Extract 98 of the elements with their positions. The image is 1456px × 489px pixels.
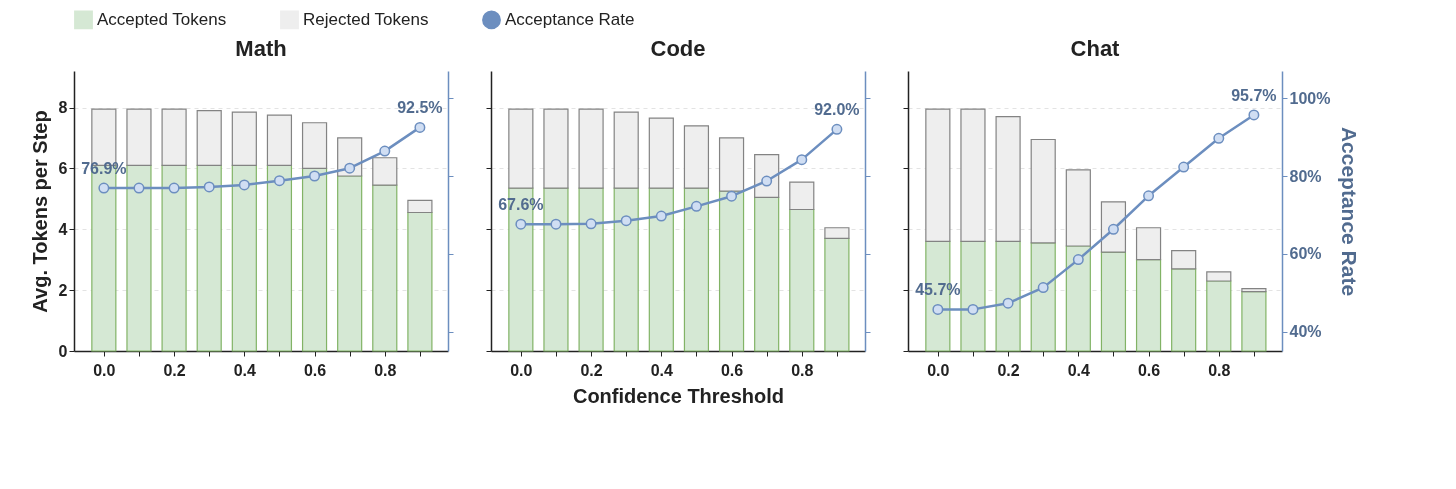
data-label: 92.5% [397, 99, 443, 117]
bar [648, 187, 674, 352]
bar [613, 187, 639, 352]
bar [1206, 271, 1232, 282]
point [967, 303, 979, 315]
bar [1065, 245, 1091, 352]
point [133, 182, 145, 194]
x-tick-label: 0.8 [374, 361, 397, 379]
y2-axis-title: Acceptance Rate [1338, 126, 1362, 297]
bar [789, 181, 815, 211]
point [168, 182, 180, 194]
bar [266, 164, 293, 352]
point [585, 218, 597, 230]
y-tick-label: 2 [58, 281, 68, 299]
bar [196, 164, 222, 352]
point [344, 162, 356, 174]
x-tick-label: 0.4 [233, 361, 257, 379]
bar [824, 237, 850, 352]
point [1002, 297, 1014, 309]
bar [1100, 251, 1127, 352]
x-tick-label: 0.6 [303, 361, 327, 379]
bar [1030, 242, 1056, 352]
x-tick-label: 0.4 [1067, 361, 1091, 379]
bar [960, 240, 986, 352]
bar [231, 164, 257, 352]
y-tick-label: 4 [58, 220, 68, 238]
x-tick-label: 0.2 [580, 361, 603, 379]
text: 60% [1289, 245, 1322, 263]
y-tick-label: 0 [58, 342, 68, 360]
x-tick-label: 0.6 [1137, 361, 1161, 379]
x-tick-label: 0.2 [997, 361, 1020, 379]
point [1107, 223, 1119, 235]
bar [578, 187, 604, 352]
point [203, 181, 215, 193]
x-tick-label: 0.8 [791, 361, 814, 379]
bar [372, 184, 398, 352]
bar [543, 187, 569, 352]
x-tick-label: 0.0 [927, 361, 950, 379]
bar [789, 208, 815, 352]
bar [407, 211, 433, 352]
chart-title: Chat [1070, 36, 1121, 61]
point [1143, 190, 1155, 202]
point [655, 210, 667, 222]
x-tick-label: 0.2 [163, 361, 186, 379]
x-tick-label: 0.0 [93, 361, 116, 379]
x-tick-label: 0.8 [1208, 361, 1231, 379]
data-label: 95.7% [1231, 86, 1277, 104]
legend-label: Acceptance Rate [505, 9, 635, 29]
point [515, 218, 527, 230]
text: 80% [1289, 167, 1322, 185]
bar [718, 190, 745, 352]
point [932, 303, 944, 315]
point [309, 170, 321, 182]
point [831, 123, 843, 135]
bar [1135, 259, 1162, 352]
legend-label: Accepted Tokens [97, 9, 227, 29]
point [796, 154, 808, 166]
bar [231, 111, 257, 166]
point [1072, 254, 1084, 266]
x-tick-label: 0.4 [650, 361, 674, 379]
point [379, 145, 391, 157]
legend-label: Rejected Tokens [303, 9, 429, 29]
x-axis-title: Confidence Threshold [572, 384, 785, 407]
y-axis-title: Avg. Tokens per Step [28, 110, 51, 313]
text: 100% [1289, 89, 1331, 107]
point [690, 200, 702, 212]
chart-title: Code [650, 36, 706, 61]
x-tick-label: 0.0 [510, 361, 533, 379]
point [1213, 132, 1225, 144]
bar [683, 187, 710, 352]
bar [337, 175, 363, 352]
x-tick-label: 0.6 [720, 361, 744, 379]
point [1248, 109, 1260, 121]
bar [995, 240, 1021, 352]
point [726, 190, 738, 202]
point [238, 179, 250, 191]
bar [1171, 268, 1197, 352]
point [98, 182, 110, 194]
bar [1206, 280, 1232, 352]
point [1178, 161, 1190, 173]
chart-title: Math [235, 36, 287, 61]
data-label: 92.0% [814, 101, 860, 119]
point [414, 121, 426, 133]
bar [266, 114, 293, 166]
point [1037, 282, 1049, 294]
bar [126, 164, 152, 352]
y-tick-label: 8 [58, 99, 68, 117]
text: 40% [1289, 323, 1322, 341]
bar [1171, 249, 1197, 270]
point [550, 218, 562, 230]
point [273, 175, 285, 187]
bar [754, 196, 780, 352]
bar [407, 199, 433, 214]
point [620, 215, 632, 227]
bar [161, 164, 187, 352]
bar [301, 167, 328, 352]
y-tick-label: 6 [58, 159, 68, 177]
bar [1241, 291, 1267, 352]
